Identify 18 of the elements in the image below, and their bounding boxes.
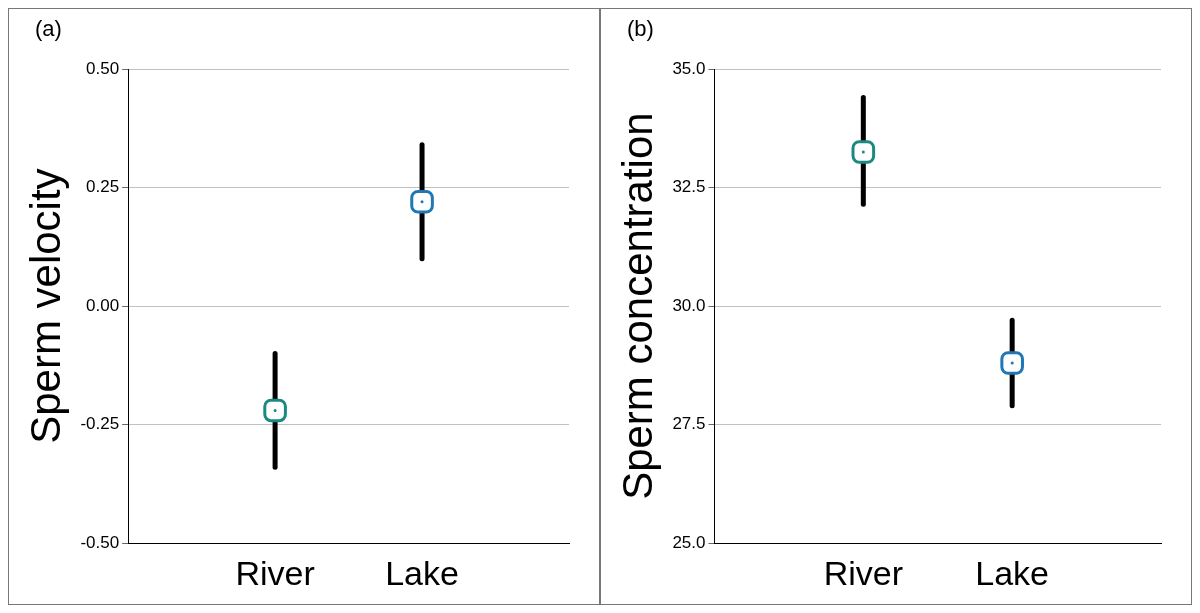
y-tick-label: 27.5 bbox=[672, 414, 706, 434]
y-axis-title: Sperm concentration bbox=[613, 112, 661, 500]
x-tick-label: River bbox=[235, 553, 315, 592]
x-tick-label: River bbox=[823, 553, 903, 592]
y-tick-label: 32.5 bbox=[672, 177, 706, 197]
x-tick-label: Lake bbox=[385, 553, 459, 592]
x-tick-label: Lake bbox=[975, 553, 1050, 592]
y-tick-label: -0.25 bbox=[80, 414, 120, 434]
chart-title: (b) bbox=[627, 16, 654, 42]
chart-title: (a) bbox=[35, 16, 62, 42]
y-tick-label: -0.50 bbox=[80, 532, 120, 552]
y-tick-label: 35.0 bbox=[672, 58, 706, 78]
y-axis-title: Sperm velocity bbox=[21, 168, 69, 444]
y-tick-label: 0.25 bbox=[86, 177, 120, 197]
y-tick-label: 25.0 bbox=[672, 532, 706, 552]
y-tick-label: 30.0 bbox=[672, 295, 706, 315]
y-tick-label: 0.00 bbox=[86, 295, 120, 315]
y-tick-label: 0.50 bbox=[86, 58, 120, 78]
